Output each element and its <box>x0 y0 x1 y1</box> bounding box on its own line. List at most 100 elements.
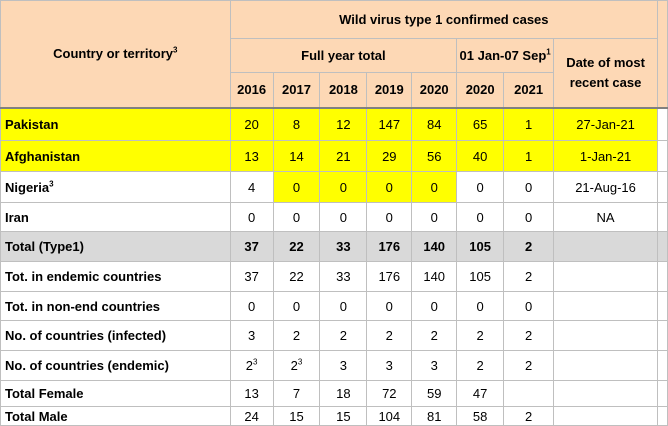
year-header: 2016 <box>229 72 274 108</box>
recent-date-cell <box>553 231 658 262</box>
group-title: Wild virus type 1 confirmed cases <box>229 0 658 39</box>
table-row: Iran 0 0 0 0 0 0 0 NA <box>0 202 668 232</box>
value-cell: 0 <box>229 291 274 321</box>
value-cell: 84 <box>411 106 458 141</box>
value-cell: 8 <box>272 106 321 141</box>
value-cell: 0 <box>319 291 368 321</box>
value-cell: 0 <box>319 171 368 203</box>
recent-date-cell <box>553 406 658 426</box>
row-label: Pakistan <box>0 106 231 141</box>
recent-date-cell <box>553 350 658 381</box>
value-cell: 58 <box>456 406 505 426</box>
value-cell: 0 <box>366 171 413 203</box>
value-cell: 12 <box>319 106 368 141</box>
table-row: No. of countries (endemic) 23 23 3 3 3 2 2 <box>0 350 668 381</box>
recent-date-cell <box>553 320 658 351</box>
row-label: Afghanistan <box>0 140 231 172</box>
table-row: Total Female 13 7 18 72 59 47 <box>0 380 668 407</box>
year-header: 2020 <box>456 72 505 108</box>
value-cell: 33 <box>319 231 368 262</box>
edge-cell <box>656 320 668 351</box>
recent-date-cell: 21-Aug-16 <box>553 171 658 203</box>
value-cell: 2 <box>272 320 321 351</box>
value-cell: 56 <box>411 140 458 172</box>
value-cell: 0 <box>503 171 555 203</box>
year-header: 2021 <box>503 72 555 108</box>
value-cell: 37 <box>229 261 274 292</box>
value-cell: 3 <box>366 350 413 381</box>
value-cell: 65 <box>456 106 505 141</box>
value-cell: 0 <box>503 291 555 321</box>
value-cell: 0 <box>272 171 321 203</box>
row-label: No. of countries (endemic) <box>0 350 231 381</box>
value-cell: 37 <box>229 231 274 262</box>
value-cell: 13 <box>229 380 274 407</box>
value-cell: 2 <box>366 320 413 351</box>
edge-cell <box>656 0 668 108</box>
edge-cell <box>656 406 668 426</box>
value-cell: 176 <box>366 261 413 292</box>
value-cell: 33 <box>319 261 368 292</box>
recent-date-cell <box>553 380 658 407</box>
table-row: Total (Type1) 37 22 33 176 140 105 2 <box>0 231 668 262</box>
edge-cell <box>656 261 668 292</box>
value-cell: 20 <box>229 106 274 141</box>
edge-cell <box>656 171 668 203</box>
value-cell: 0 <box>272 291 321 321</box>
year-header: 2019 <box>366 72 413 108</box>
row-label: Tot. in endemic countries <box>0 261 231 292</box>
value-cell: 2 <box>503 350 555 381</box>
value-cell: 18 <box>319 380 368 407</box>
recent-date-cell <box>553 261 658 292</box>
row-label: Total (Type1) <box>0 231 231 262</box>
value-cell: 2 <box>503 406 555 426</box>
value-cell: 0 <box>229 202 274 232</box>
value-cell: 3 <box>319 350 368 381</box>
value-cell: 22 <box>272 261 321 292</box>
ytd-header: 01 Jan-07 Sep1 <box>456 38 555 73</box>
edge-cell <box>656 140 668 172</box>
value-cell: 2 <box>503 320 555 351</box>
value-cell: 2 <box>456 350 505 381</box>
recent-date-cell: NA <box>553 202 658 232</box>
value-cell: 3 <box>411 350 458 381</box>
edge-cell <box>656 231 668 262</box>
value-cell: 104 <box>366 406 413 426</box>
value-cell: 81 <box>411 406 458 426</box>
row-label: Total Female <box>0 380 231 407</box>
country-header: Country or territory3 <box>0 0 231 108</box>
value-cell: 15 <box>319 406 368 426</box>
recent-date-cell: 27-Jan-21 <box>553 106 658 141</box>
table-row: Total Male 24 15 15 104 81 58 2 <box>0 406 668 426</box>
full-year-header: Full year total <box>229 38 458 73</box>
value-cell: 2 <box>319 320 368 351</box>
row-label: Nigeria3 <box>0 171 231 203</box>
value-cell: 105 <box>456 231 505 262</box>
edge-cell <box>656 291 668 321</box>
value-cell: 13 <box>229 140 274 172</box>
value-cell: 0 <box>272 202 321 232</box>
value-cell: 1 <box>503 140 555 172</box>
value-cell: 0 <box>366 291 413 321</box>
year-header: 2017 <box>272 72 321 108</box>
value-cell: 0 <box>366 202 413 232</box>
edge-cell <box>656 106 668 141</box>
value-cell: 29 <box>366 140 413 172</box>
value-cell: 2 <box>503 261 555 292</box>
edge-cell <box>656 202 668 232</box>
value-cell: 0 <box>411 202 458 232</box>
value-cell: 2 <box>456 320 505 351</box>
value-cell: 147 <box>366 106 413 141</box>
value-cell: 24 <box>229 406 274 426</box>
value-cell: 140 <box>411 231 458 262</box>
edge-cell <box>656 380 668 407</box>
value-cell: 7 <box>272 380 321 407</box>
table-row: Tot. in endemic countries 37 22 33 176 140 105… <box>0 261 668 292</box>
value-cell: 23 <box>229 350 274 381</box>
value-cell: 23 <box>272 350 321 381</box>
table-row: Pakistan 20 8 12 147 84 65 1 27-Jan-21 <box>0 106 668 141</box>
row-label: Tot. in non-end countries <box>0 291 231 321</box>
value-cell: 1 <box>503 106 555 141</box>
year-header: 2018 <box>319 72 368 108</box>
